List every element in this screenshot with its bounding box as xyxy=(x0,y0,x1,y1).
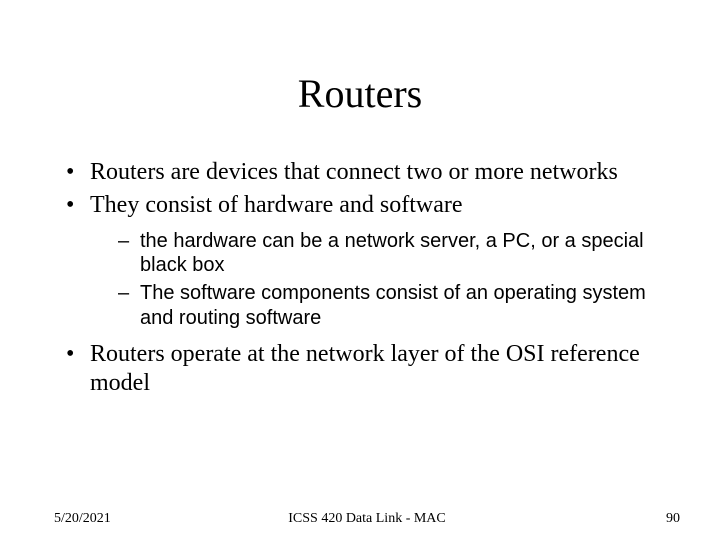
sub-bullet-item: The software components consist of an op… xyxy=(118,281,670,330)
bullet-text: Routers operate at the network layer of … xyxy=(90,341,640,396)
footer-center: ICSS 420 Data Link - MAC xyxy=(54,512,680,526)
bullet-item: Routers operate at the network layer of … xyxy=(60,340,670,399)
slide-title: Routers xyxy=(0,70,720,117)
footer-page: 90 xyxy=(666,512,680,526)
sub-bullet-item: the hardware can be a network server, a … xyxy=(118,229,670,278)
bullet-item: Routers are devices that connect two or … xyxy=(60,158,670,187)
sub-bullet-text: the hardware can be a network server, a … xyxy=(140,230,644,276)
bullet-text: Routers are devices that connect two or … xyxy=(90,159,618,185)
slide-body: Routers are devices that connect two or … xyxy=(60,158,670,403)
bullet-text: They consist of hardware and software xyxy=(90,192,463,218)
slide: Routers Routers are devices that connect… xyxy=(0,0,720,540)
bullet-item: They consist of hardware and software th… xyxy=(60,191,670,330)
sub-bullet-list: the hardware can be a network server, a … xyxy=(90,229,670,331)
bullet-list: Routers are devices that connect two or … xyxy=(60,158,670,399)
sub-bullet-text: The software components consist of an op… xyxy=(140,282,646,328)
